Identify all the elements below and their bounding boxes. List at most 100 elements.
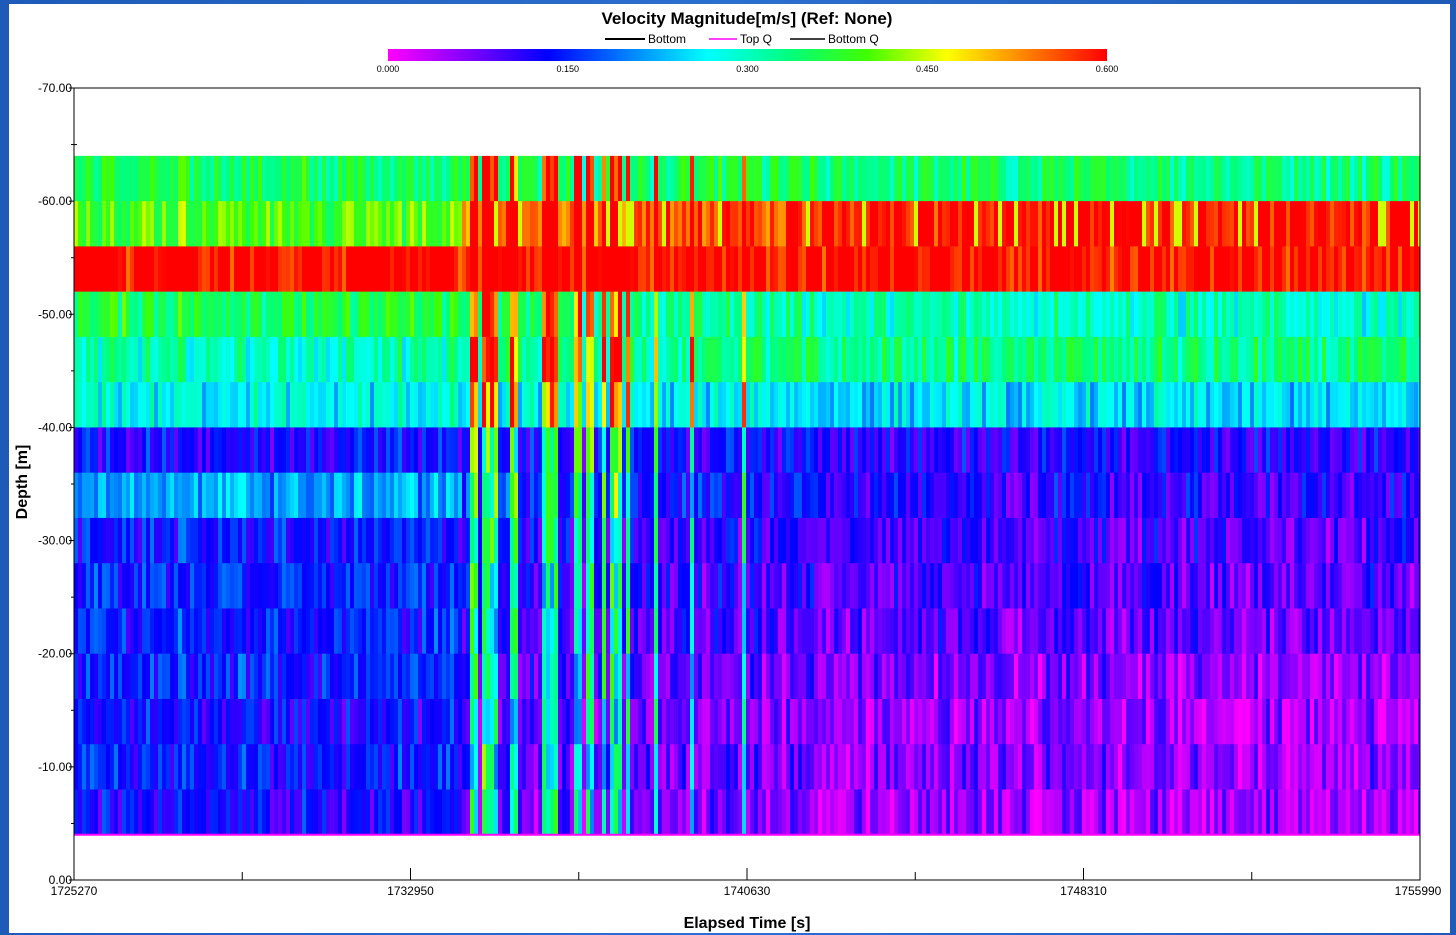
heatmap-cell xyxy=(266,517,271,564)
heatmap-cell xyxy=(838,608,843,655)
heatmap-cell xyxy=(1302,744,1307,790)
heatmap-cell xyxy=(646,291,651,338)
heatmap-cell xyxy=(354,201,359,247)
heatmap-cell xyxy=(378,201,383,247)
heatmap-cell xyxy=(726,563,731,609)
heatmap-cell xyxy=(450,744,455,790)
heatmap-cell xyxy=(306,246,311,293)
heatmap-cell xyxy=(526,517,531,564)
heatmap-cell xyxy=(726,427,731,474)
legend-label-top-q: Top Q xyxy=(740,32,772,46)
heatmap-cell xyxy=(678,382,683,428)
heatmap-cell xyxy=(130,608,135,655)
heatmap-cell xyxy=(270,291,275,338)
heatmap-cell xyxy=(714,472,719,519)
heatmap-cell xyxy=(494,155,499,202)
heatmap-cell xyxy=(1238,382,1243,428)
heatmap-cell xyxy=(238,382,243,428)
heatmap-cell xyxy=(218,155,223,202)
heatmap-cell xyxy=(786,563,791,609)
heatmap-cell xyxy=(386,653,391,700)
heatmap-cell xyxy=(614,291,619,338)
heatmap-cell xyxy=(1374,653,1379,700)
heatmap-cell xyxy=(1334,608,1339,655)
heatmap-cell xyxy=(778,472,783,519)
heatmap-cell xyxy=(278,427,283,474)
heatmap-cell xyxy=(1346,608,1351,655)
heatmap-cell xyxy=(130,291,135,338)
heatmap-cell xyxy=(998,382,1003,428)
heatmap-cell xyxy=(78,291,83,338)
heatmap-cell xyxy=(1374,155,1379,202)
heatmap-cell xyxy=(86,382,91,428)
heatmap-cell xyxy=(1350,246,1355,293)
heatmap-cell xyxy=(898,608,903,655)
heatmap-cell xyxy=(1246,155,1251,202)
heatmap-cell xyxy=(294,653,299,700)
heatmap-cell xyxy=(1026,517,1031,564)
heatmap-cell xyxy=(418,472,423,519)
heatmap-cell xyxy=(1154,517,1159,564)
heatmap-cell xyxy=(718,608,723,655)
heatmap-cell xyxy=(486,336,491,383)
heatmap-cell xyxy=(954,246,959,293)
heatmap-cell xyxy=(422,744,427,790)
heatmap-cell xyxy=(610,382,615,428)
heatmap-cell xyxy=(958,155,963,202)
heatmap-cell xyxy=(238,155,243,202)
heatmap-cell xyxy=(1270,382,1275,428)
heatmap-cell xyxy=(886,563,891,609)
heatmap-cell xyxy=(366,744,371,790)
heatmap-cell xyxy=(662,698,667,745)
heatmap-cell xyxy=(122,563,127,609)
heatmap-cell xyxy=(870,653,875,700)
heatmap-cell xyxy=(354,155,359,202)
heatmap-cell xyxy=(598,246,603,293)
heatmap-cell xyxy=(170,246,175,293)
heatmap-cell xyxy=(826,472,831,519)
heatmap-cell xyxy=(1378,517,1383,564)
heatmap-cell xyxy=(634,608,639,655)
heatmap-cell xyxy=(1130,382,1135,428)
heatmap-cell xyxy=(362,608,367,655)
heatmap-cell xyxy=(1338,653,1343,700)
heatmap-cell xyxy=(722,789,727,836)
heatmap-cell xyxy=(750,563,755,609)
heatmap-cell xyxy=(266,246,271,293)
heatmap-cell xyxy=(1070,201,1075,247)
heatmap-cell xyxy=(1226,382,1231,428)
heatmap-cell xyxy=(290,563,295,609)
heatmap-cell xyxy=(1390,744,1395,790)
heatmap-cell xyxy=(822,246,827,293)
heatmap-cell xyxy=(494,427,499,474)
heatmap-cell xyxy=(434,472,439,519)
heatmap-cell xyxy=(126,563,131,609)
heatmap-cell xyxy=(1226,336,1231,383)
heatmap-cell xyxy=(98,155,103,202)
heatmap-cell xyxy=(174,608,179,655)
heatmap-cell xyxy=(1034,336,1039,383)
heatmap-cell xyxy=(782,291,787,338)
heatmap-cell xyxy=(266,382,271,428)
heatmap-cell xyxy=(402,155,407,202)
heatmap-cell xyxy=(454,789,459,836)
heatmap-cell xyxy=(1418,201,1420,247)
heatmap-cell xyxy=(346,336,351,383)
heatmap-cell xyxy=(1294,698,1299,745)
heatmap-cell xyxy=(1146,698,1151,745)
heatmap-cell xyxy=(594,201,599,247)
heatmap-cell xyxy=(1114,382,1119,428)
heatmap-cell xyxy=(142,563,147,609)
heatmap-cell xyxy=(1414,472,1419,519)
heatmap-cell xyxy=(94,698,99,745)
heatmap-cell xyxy=(1282,517,1287,564)
heatmap-cell xyxy=(722,291,727,338)
heatmap-cell xyxy=(1138,382,1143,428)
heatmap-cell xyxy=(1166,201,1171,247)
heatmap-cell xyxy=(1218,563,1223,609)
heatmap-cell xyxy=(1130,246,1135,293)
heatmap-cell xyxy=(942,698,947,745)
heatmap-cell xyxy=(1202,472,1207,519)
heatmap-cell xyxy=(1378,698,1383,745)
heatmap-cell xyxy=(1298,517,1303,564)
